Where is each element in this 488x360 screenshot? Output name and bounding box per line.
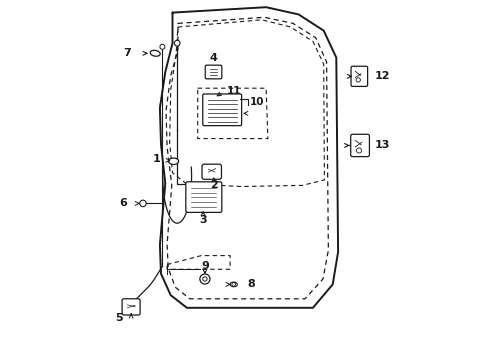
Text: 9: 9 [201, 261, 208, 271]
FancyBboxPatch shape [350, 134, 368, 157]
Ellipse shape [168, 158, 178, 165]
Text: 3: 3 [199, 215, 206, 225]
Text: 5: 5 [115, 312, 123, 323]
FancyBboxPatch shape [122, 299, 140, 315]
Text: 12: 12 [374, 71, 389, 81]
Text: 1: 1 [152, 154, 160, 165]
Text: 8: 8 [247, 279, 255, 289]
FancyBboxPatch shape [202, 164, 221, 179]
Circle shape [174, 40, 180, 46]
Text: 4: 4 [209, 53, 217, 63]
FancyBboxPatch shape [203, 94, 241, 126]
FancyBboxPatch shape [205, 65, 222, 79]
Text: 13: 13 [374, 140, 389, 150]
FancyBboxPatch shape [185, 182, 222, 212]
Text: 7: 7 [123, 48, 131, 58]
Text: 6: 6 [119, 198, 126, 208]
Text: 10: 10 [249, 97, 264, 107]
FancyBboxPatch shape [350, 66, 367, 86]
Text: 11: 11 [226, 86, 241, 96]
Text: 2: 2 [209, 180, 217, 190]
Circle shape [160, 44, 164, 49]
